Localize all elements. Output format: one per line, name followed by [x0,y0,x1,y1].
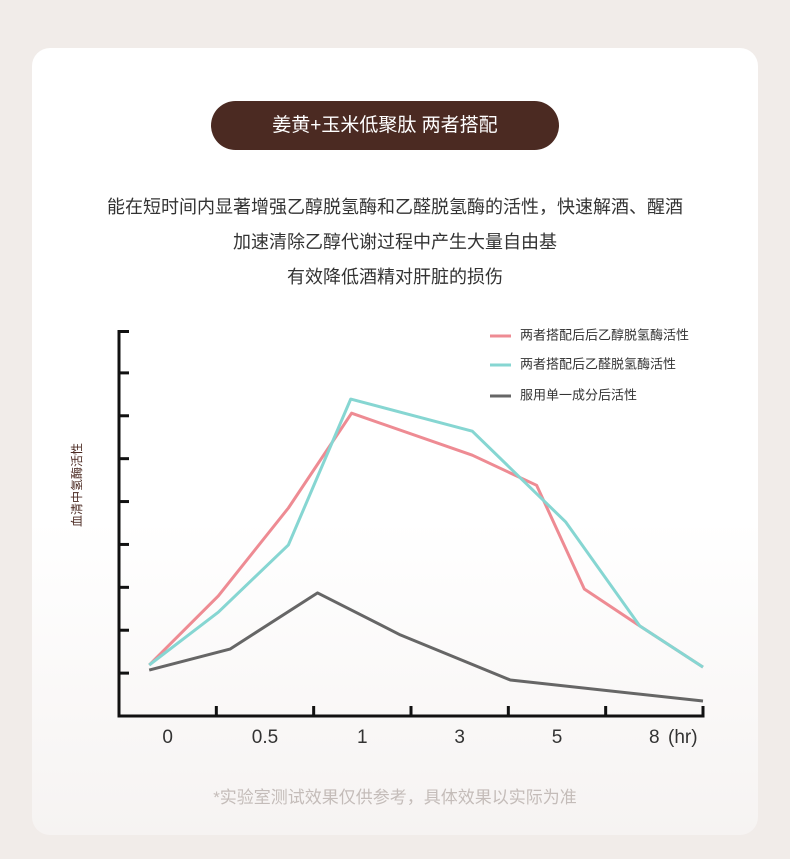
x-tick-label: 0.5 [252,727,278,748]
x-tick-label: 3 [454,727,465,748]
x-tick-label: 5 [552,727,563,748]
series-line [148,397,704,669]
x-tick-label: 1 [357,727,368,748]
series-line [148,591,704,703]
title-pill: 姜黄+玉米低聚肽 两者搭配 [211,101,559,150]
x-tick-label: 8 [649,727,660,748]
x-unit: (hr) [668,727,698,748]
description-line: 能在短时间内显著增强乙醇脱氢酶和乙醛脱氢酶的活性，快速解酒、醒酒 [107,197,683,217]
footnote: *实验室测试效果仅供参考，具体效果以实际为准 [213,788,577,807]
legend-label: 服用单一成分后活性 [520,387,637,402]
y-axis-label: 血清中氢酶活性 [69,443,84,527]
description-line: 加速清除乙醇代谢过程中产生大量自由基 [233,232,557,252]
description-line: 有效降低酒精对肝脏的损伤 [287,267,503,287]
legend-label: 两者搭配后乙醛脱氢酶活性 [520,356,676,371]
series-line [148,411,704,669]
legend-label: 两者搭配后后乙醇脱氢酶活性 [520,327,689,342]
card [32,48,758,835]
x-tick-label: 0 [162,727,173,748]
